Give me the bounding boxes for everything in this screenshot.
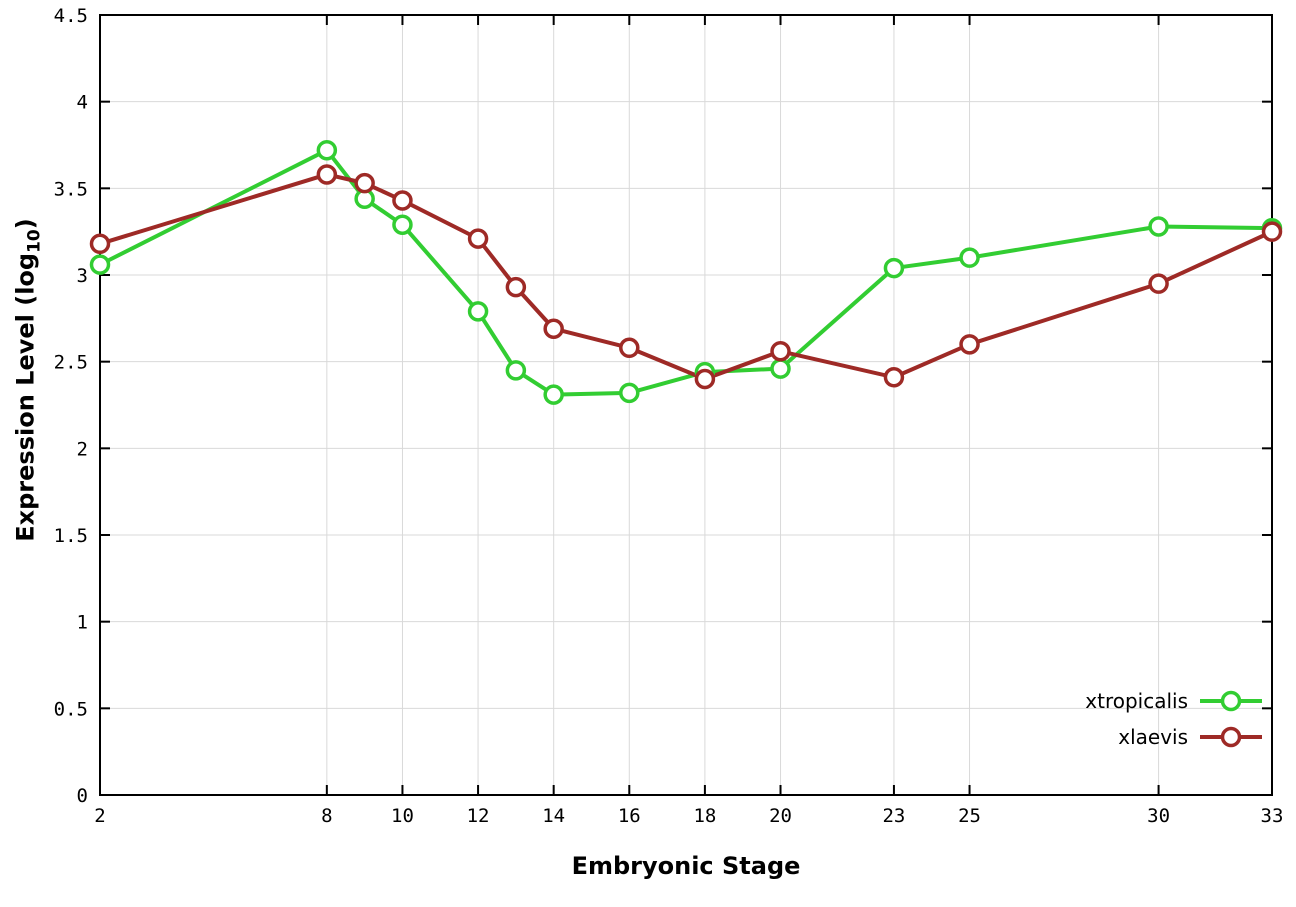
data-point-marker-xtropicalis xyxy=(467,301,489,322)
legend-label-xtropicalis: xtropicalis xyxy=(1085,689,1188,713)
y-tick-label: 4.5 xyxy=(54,5,88,27)
data-point-marker-xlaevis xyxy=(770,341,791,362)
data-point-marker-xlaevis xyxy=(1148,273,1169,294)
data-point-marker-xlaevis xyxy=(89,233,111,255)
x-tick-label: 33 xyxy=(1261,805,1284,827)
data-point-marker-xtropicalis xyxy=(883,257,905,279)
y-axis-title: Expression Level (log10) xyxy=(12,218,45,541)
y-tick-label: 2.5 xyxy=(54,352,88,374)
data-point-marker-xtropicalis xyxy=(505,360,527,381)
y-tick-label: 2 xyxy=(77,438,88,460)
legend-marker-sample-xlaevis xyxy=(1220,726,1242,748)
data-point-marker-xtropicalis xyxy=(89,254,111,275)
plot-border xyxy=(99,14,1273,796)
data-point-marker-xtropicalis xyxy=(1148,216,1169,237)
data-point-marker-xtropicalis xyxy=(543,384,564,405)
x-tick-label: 23 xyxy=(882,805,905,827)
y-axis-title-close: ) xyxy=(11,218,40,230)
series-line-xtropicalis xyxy=(98,148,1274,397)
x-tick-label: 20 xyxy=(769,805,792,827)
data-point-marker-xtropicalis xyxy=(959,247,980,268)
x-tick-label: 2 xyxy=(94,805,105,827)
data-point-marker-xlaevis xyxy=(392,190,413,211)
data-point-marker-xlaevis xyxy=(619,337,640,359)
x-tick-label: 16 xyxy=(618,805,641,827)
y-tick-label: 3 xyxy=(77,265,88,287)
x-tick-label: 12 xyxy=(467,805,490,827)
x-tick-label: 30 xyxy=(1147,805,1170,827)
y-axis-title-text: Expression Level (log xyxy=(11,252,40,542)
data-point-marker-xlaevis xyxy=(354,172,375,194)
y-tick-label: 1.5 xyxy=(54,525,88,547)
data-point-marker-xlaevis xyxy=(543,318,564,339)
data-point-marker-xtropicalis xyxy=(770,358,791,379)
x-tick-label: 8 xyxy=(321,805,332,827)
y-tick-label: 3.5 xyxy=(54,178,88,200)
y-tick-label: 4 xyxy=(77,92,88,114)
x-tick-label: 18 xyxy=(693,805,716,827)
y-tick-label: 1 xyxy=(77,612,88,634)
data-point-marker-xlaevis xyxy=(505,276,527,298)
series-line-xlaevis xyxy=(98,172,1274,381)
data-point-marker-xlaevis xyxy=(959,334,980,355)
legend-label-xlaevis: xlaevis xyxy=(1118,725,1188,749)
data-point-marker-xlaevis xyxy=(316,164,338,185)
y-tick-label: 0.5 xyxy=(54,698,88,720)
x-axis-title: Embryonic Stage xyxy=(571,852,801,880)
data-point-marker-xtropicalis xyxy=(619,382,640,404)
y-axis-title-subscript: 10 xyxy=(24,229,45,253)
data-point-marker-xlaevis xyxy=(1261,221,1283,242)
data-point-marker-xlaevis xyxy=(883,367,905,388)
x-tick-label: 25 xyxy=(958,805,981,827)
data-point-marker-xtropicalis xyxy=(316,139,338,161)
x-tick-label: 14 xyxy=(542,805,565,827)
data-point-marker-xlaevis xyxy=(467,228,489,249)
data-point-marker-xlaevis xyxy=(694,368,716,390)
x-tick-label: 10 xyxy=(391,805,414,827)
y-tick-label: 0 xyxy=(77,785,88,807)
data-point-marker-xtropicalis xyxy=(392,214,413,235)
legend-marker-sample-xtropicalis xyxy=(1220,690,1242,712)
